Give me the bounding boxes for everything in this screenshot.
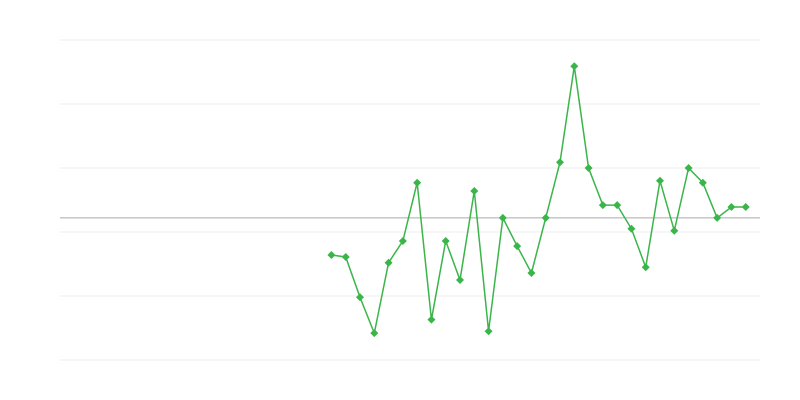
- point: [570, 62, 579, 71]
- point: [513, 242, 522, 251]
- point: [470, 187, 479, 196]
- point: [484, 327, 493, 336]
- point: [341, 252, 350, 261]
- point: [741, 203, 750, 212]
- point: [541, 213, 550, 222]
- point: [527, 268, 536, 277]
- point: [356, 293, 364, 302]
- point: [584, 164, 593, 172]
- point: [441, 236, 450, 245]
- point: [413, 178, 422, 187]
- point: [698, 178, 707, 187]
- point: [684, 164, 693, 172]
- point: [370, 329, 379, 338]
- point: [556, 158, 564, 167]
- point: [613, 201, 622, 210]
- point: [498, 213, 507, 222]
- point: [327, 251, 336, 260]
- point: [384, 258, 393, 267]
- point: [656, 176, 664, 185]
- point: [427, 315, 436, 324]
- point: [598, 201, 607, 210]
- point: [398, 236, 407, 245]
- point: [641, 263, 650, 272]
- point: [727, 203, 736, 212]
- series-line: [331, 66, 746, 336]
- point: [456, 276, 464, 284]
- point: [713, 213, 722, 222]
- point: [670, 226, 679, 235]
- point: [627, 224, 636, 233]
